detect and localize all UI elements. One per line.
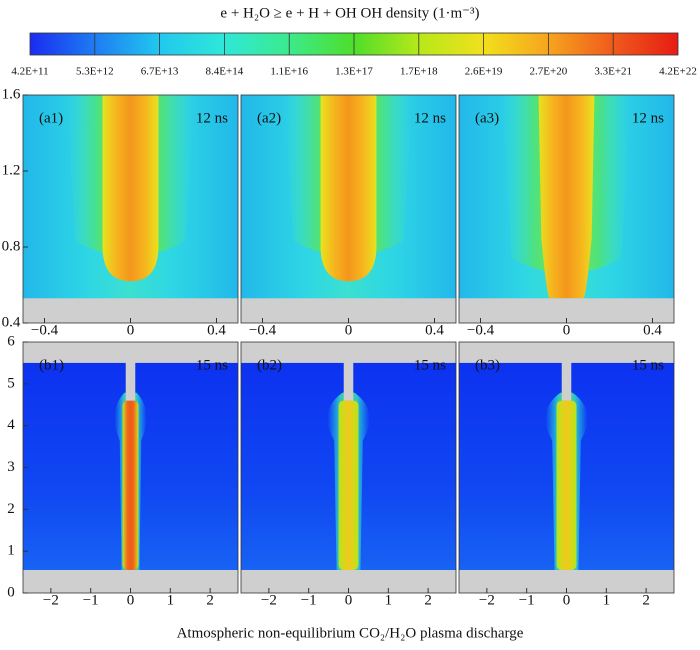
panel: (b1) 15 ns −2 −1 0 1 2 xyxy=(22,341,239,608)
panel-time: 15 ns xyxy=(414,357,446,373)
top-electrode xyxy=(459,342,674,363)
panels: 0.4 0.8 1.2 1.6 (a1) 12 ns −0.4 0 0.4 (a2) 12 ns −0… xyxy=(2,86,675,608)
x-tick-label: 0 xyxy=(127,322,135,338)
x-tick-label: 0 xyxy=(345,322,353,338)
x-tick-label: −1 xyxy=(519,592,535,608)
x-tick-label: −0.4 xyxy=(31,322,59,338)
panel: (b3) 15 ns −2 −1 0 1 2 xyxy=(458,341,675,608)
x-tick-label: −1 xyxy=(301,592,317,608)
x-tick-label: 0 xyxy=(563,322,571,338)
panel: (a1) 12 ns −0.4 0 0.4 xyxy=(22,94,239,338)
x-tick-label: 0 xyxy=(127,592,135,608)
panel-label: (b1) xyxy=(39,357,64,373)
panel-label: (a3) xyxy=(475,110,499,126)
colorbar-tick-label: 3.3E+21 xyxy=(594,66,632,78)
colorbar-tick-label: 8.4E+14 xyxy=(206,66,244,78)
colorbar-tick-label: 6.7E+13 xyxy=(141,66,179,78)
needle xyxy=(343,361,354,401)
y-tick-label: 0.8 xyxy=(2,238,21,254)
panel-time: 12 ns xyxy=(414,110,446,126)
streamer-core xyxy=(122,400,139,570)
x-tick-label: 0 xyxy=(345,592,353,608)
panel-time: 12 ns xyxy=(196,110,228,126)
y-tick-label: 1 xyxy=(7,543,15,559)
y-tick-label: 1.2 xyxy=(2,162,21,178)
x-tick-label: −0.4 xyxy=(249,322,277,338)
streamer-core xyxy=(556,400,577,570)
x-tick-label: −0.4 xyxy=(467,322,495,338)
x-tick-label: 2 xyxy=(206,592,214,608)
x-tick-label: 2 xyxy=(424,592,432,608)
x-tick-label: −2 xyxy=(261,592,277,608)
x-tick-label: 1 xyxy=(603,592,611,608)
x-tick-label: 2 xyxy=(642,592,650,608)
panel-time: 15 ns xyxy=(632,357,664,373)
title: e + H₂O ≥ e + H + OH OH density (1·m⁻³) xyxy=(220,5,479,21)
panel: (a2) 12 ns −0.4 0 0.4 xyxy=(240,94,457,338)
y-tick-label: 6 xyxy=(7,333,15,349)
x-tick-label: 1 xyxy=(385,592,393,608)
y-tick-label: 2 xyxy=(7,501,15,517)
y-tick-label: 4 xyxy=(7,417,15,433)
needle xyxy=(125,361,136,401)
x-tick-label: 0.4 xyxy=(643,322,662,338)
streamer-core xyxy=(338,400,359,570)
y-tick-label: 3 xyxy=(7,459,15,475)
y-tick-label: 1.6 xyxy=(2,86,21,102)
plume xyxy=(538,95,595,299)
panel-time: 15 ns xyxy=(196,357,228,373)
colorbar-tick-label: 4.2E+22 xyxy=(659,66,697,78)
colorbar-tick-label: 2.7E+20 xyxy=(530,66,568,78)
panel-label: (a2) xyxy=(257,110,281,126)
panel-label: (b3) xyxy=(475,357,500,373)
x-tick-label: −2 xyxy=(479,592,495,608)
panel-time: 12 ns xyxy=(632,110,664,126)
colorbar: 4.2E+11 5.3E+12 6.7E+13 8.4E+14 1.1E+16 1.3E+… xyxy=(11,32,697,78)
panel-label: (a1) xyxy=(39,110,63,126)
y-tick-label: 5 xyxy=(7,375,15,391)
bottom-electrode xyxy=(23,569,238,593)
top-electrode xyxy=(23,342,238,363)
colorbar-tick-label: 1.1E+16 xyxy=(270,66,308,78)
x-tick-label: 0.4 xyxy=(207,322,226,338)
colorbar-tick-label: 5.3E+12 xyxy=(76,66,114,78)
x-axis-label: Atmospheric non-equilibrium CO₂/H₂O plas… xyxy=(177,625,524,641)
panel: (b2) 15 ns −2 −1 0 1 2 xyxy=(240,341,457,608)
top-electrode xyxy=(241,342,456,363)
y-tick-label: 0 xyxy=(7,584,15,600)
x-tick-label: 0.4 xyxy=(425,322,444,338)
colorbar-tick-label: 1.3E+17 xyxy=(335,66,373,78)
x-tick-label: 0 xyxy=(563,592,571,608)
needle xyxy=(561,361,572,401)
y-tick-label: 0.4 xyxy=(2,314,21,330)
bottom-electrode xyxy=(459,569,674,593)
x-tick-label: −1 xyxy=(83,592,99,608)
plume xyxy=(320,95,377,282)
plume xyxy=(102,95,159,282)
panel: (a3) 12 ns −0.4 0 0.4 xyxy=(458,94,675,338)
x-tick-label: −2 xyxy=(43,592,59,608)
colorbar-tick-label: 2.6E+19 xyxy=(465,66,503,78)
colorbar-tick-label: 1.7E+18 xyxy=(400,66,438,78)
colorbar-tick-label: 4.2E+11 xyxy=(11,66,48,78)
bottom-electrode xyxy=(241,569,456,593)
x-tick-label: 1 xyxy=(167,592,175,608)
panel-label: (b2) xyxy=(257,357,282,373)
